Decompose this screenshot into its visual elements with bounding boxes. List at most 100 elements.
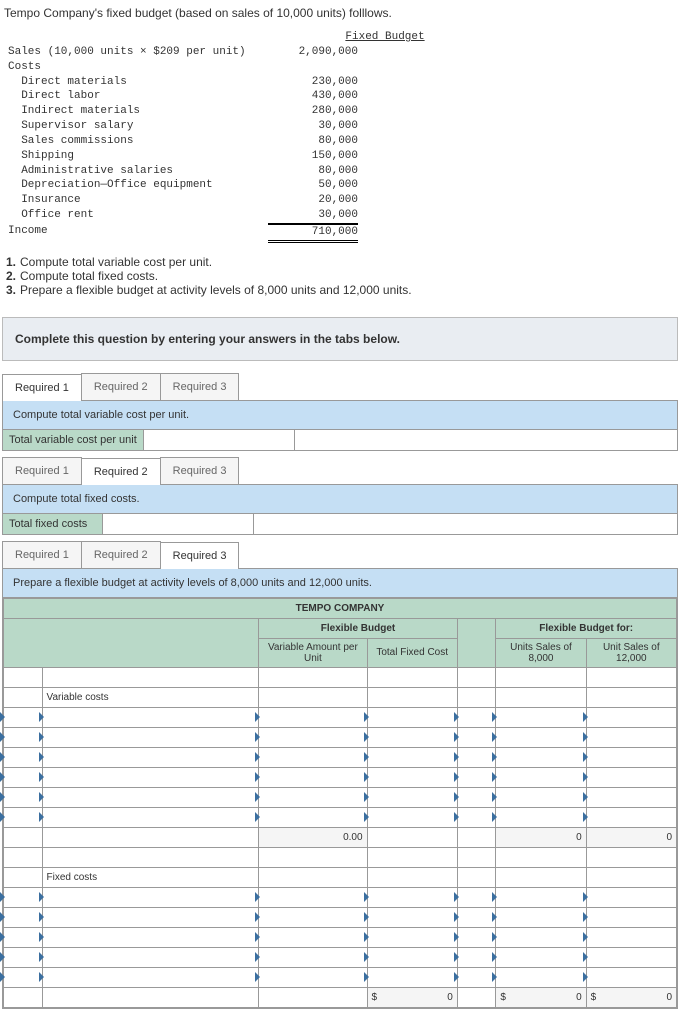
table-cell[interactable] bbox=[4, 927, 43, 947]
table-cell[interactable] bbox=[496, 807, 586, 827]
table-cell[interactable] bbox=[496, 947, 586, 967]
table-cell[interactable] bbox=[4, 767, 43, 787]
table-cell[interactable] bbox=[367, 787, 457, 807]
tab-required-2[interactable]: Required 2 bbox=[81, 373, 161, 400]
table-cell[interactable] bbox=[496, 787, 586, 807]
table-cell[interactable] bbox=[457, 767, 496, 787]
table-cell[interactable] bbox=[367, 727, 457, 747]
table-cell[interactable] bbox=[586, 927, 676, 947]
table-cell[interactable] bbox=[367, 947, 457, 967]
table-cell[interactable] bbox=[496, 887, 586, 907]
table-cell[interactable] bbox=[586, 967, 676, 987]
variable-subtotal-per-unit: 0.00 bbox=[259, 827, 367, 847]
table-cell[interactable] bbox=[457, 727, 496, 747]
table-cell[interactable] bbox=[496, 967, 586, 987]
table-cell[interactable] bbox=[4, 747, 43, 767]
tab-required-3-b[interactable]: Required 3 bbox=[160, 457, 240, 484]
table-cell[interactable] bbox=[496, 907, 586, 927]
table-cell[interactable] bbox=[259, 727, 367, 747]
table-cell[interactable] bbox=[4, 907, 43, 927]
tab-required-3[interactable]: Required 3 bbox=[160, 373, 240, 400]
table-cell[interactable] bbox=[496, 767, 586, 787]
table-cell[interactable] bbox=[259, 707, 367, 727]
table-cell[interactable] bbox=[42, 887, 259, 907]
table-cell[interactable] bbox=[42, 927, 259, 947]
table-cell[interactable] bbox=[457, 907, 496, 927]
table-cell[interactable] bbox=[367, 767, 457, 787]
table-cell[interactable] bbox=[4, 787, 43, 807]
table-cell[interactable] bbox=[586, 807, 676, 827]
table-cell[interactable] bbox=[259, 947, 367, 967]
table-cell[interactable] bbox=[367, 747, 457, 767]
table-cell[interactable] bbox=[4, 947, 43, 967]
table-cell[interactable] bbox=[42, 947, 259, 967]
table-cell[interactable] bbox=[367, 907, 457, 927]
table-cell[interactable] bbox=[259, 787, 367, 807]
table-cell[interactable] bbox=[586, 707, 676, 727]
table-cell[interactable] bbox=[367, 887, 457, 907]
table-cell[interactable] bbox=[457, 707, 496, 727]
tab-required-3-c[interactable]: Required 3 bbox=[160, 542, 240, 569]
tabs-3: Required 1 Required 2 Required 3 bbox=[2, 541, 678, 569]
table-cell[interactable] bbox=[42, 807, 259, 827]
table-cell[interactable] bbox=[4, 707, 43, 727]
table-cell[interactable] bbox=[42, 787, 259, 807]
cost-line-label: Office rent bbox=[8, 208, 268, 224]
table-cell[interactable] bbox=[457, 967, 496, 987]
cost-line-value: 80,000 bbox=[268, 164, 358, 179]
table-cell[interactable] bbox=[259, 887, 367, 907]
table-cell[interactable] bbox=[496, 707, 586, 727]
table-cell[interactable] bbox=[42, 747, 259, 767]
variable-cost-per-unit-input[interactable] bbox=[146, 432, 292, 448]
table-cell[interactable] bbox=[259, 907, 367, 927]
table-cell[interactable] bbox=[586, 767, 676, 787]
col-8000: Units Sales of 8,000 bbox=[496, 638, 586, 667]
table-cell[interactable] bbox=[457, 747, 496, 767]
income-value: 710,000 bbox=[268, 224, 358, 243]
table-cell[interactable] bbox=[496, 747, 586, 767]
table-cell[interactable] bbox=[4, 967, 43, 987]
table-cell[interactable] bbox=[42, 907, 259, 927]
table-cell[interactable] bbox=[367, 967, 457, 987]
table-cell[interactable] bbox=[42, 727, 259, 747]
budget-header: Fixed Budget bbox=[8, 30, 672, 45]
table-cell[interactable] bbox=[457, 887, 496, 907]
total-fixed-costs-input[interactable] bbox=[105, 516, 251, 532]
table-cell[interactable] bbox=[259, 927, 367, 947]
table-cell[interactable] bbox=[367, 807, 457, 827]
table-cell[interactable] bbox=[457, 787, 496, 807]
table-cell[interactable] bbox=[457, 947, 496, 967]
tab-required-2-c[interactable]: Required 2 bbox=[81, 541, 161, 568]
table-cell[interactable] bbox=[457, 807, 496, 827]
table-cell[interactable] bbox=[42, 707, 259, 727]
table-cell[interactable] bbox=[259, 767, 367, 787]
table-cell[interactable] bbox=[42, 767, 259, 787]
table-cell[interactable] bbox=[586, 907, 676, 927]
cost-line-label: Direct materials bbox=[8, 75, 268, 90]
cost-line-value: 80,000 bbox=[268, 134, 358, 149]
table-cell[interactable] bbox=[367, 927, 457, 947]
table-cell[interactable] bbox=[496, 927, 586, 947]
flexible-budget-wrap: TEMPO COMPANY Flexible Budget Flexible B… bbox=[2, 598, 678, 1009]
table-cell[interactable] bbox=[496, 727, 586, 747]
table-cell[interactable] bbox=[586, 887, 676, 907]
table-cell[interactable] bbox=[259, 747, 367, 767]
table-cell[interactable] bbox=[259, 967, 367, 987]
table-cell[interactable] bbox=[4, 887, 43, 907]
tab-required-1[interactable]: Required 1 bbox=[2, 374, 82, 401]
table-cell[interactable] bbox=[586, 727, 676, 747]
tab-required-1-b[interactable]: Required 1 bbox=[2, 457, 82, 484]
tab-required-1-c[interactable]: Required 1 bbox=[2, 541, 82, 568]
table-cell[interactable] bbox=[457, 927, 496, 947]
question-intro: Tempo Company's fixed budget (based on s… bbox=[0, 0, 680, 26]
table-cell[interactable] bbox=[367, 707, 457, 727]
table-cell[interactable] bbox=[4, 727, 43, 747]
table-cell[interactable] bbox=[586, 947, 676, 967]
table-cell[interactable] bbox=[586, 747, 676, 767]
tab-required-2-b[interactable]: Required 2 bbox=[81, 458, 161, 485]
table-cell[interactable] bbox=[586, 787, 676, 807]
table-cell[interactable] bbox=[259, 807, 367, 827]
table-cell[interactable] bbox=[42, 967, 259, 987]
table-cell[interactable] bbox=[4, 807, 43, 827]
flex-budget-for-head: Flexible Budget for: bbox=[496, 618, 677, 638]
